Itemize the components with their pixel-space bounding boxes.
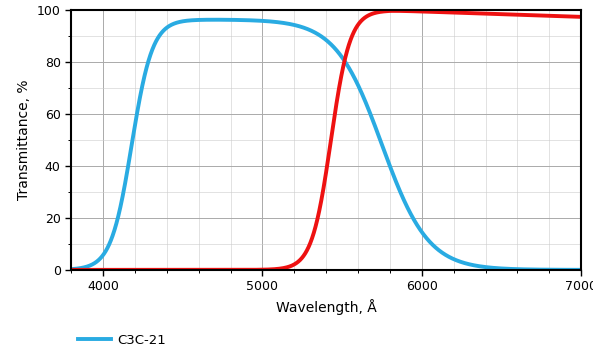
ЖС-18 bbox=[266, 267, 273, 272]
С3С-21 bbox=[211, 18, 218, 22]
С3С-21 bbox=[266, 19, 273, 24]
ЖС-18 bbox=[391, 9, 398, 13]
ЖС-18 bbox=[68, 268, 75, 272]
С3С-21 bbox=[576, 268, 583, 272]
Line: С3С-21: С3С-21 bbox=[71, 20, 589, 270]
С3С-21 bbox=[519, 267, 527, 271]
Y-axis label: Transmittance, %: Transmittance, % bbox=[17, 80, 31, 200]
ЖС-18 bbox=[585, 15, 592, 19]
ЖС-18 bbox=[157, 268, 164, 272]
X-axis label: Wavelength, Å: Wavelength, Å bbox=[276, 299, 377, 315]
С3С-21 bbox=[157, 31, 164, 36]
ЖС-18 bbox=[519, 13, 527, 17]
Legend: С3С-21, ЖС-18: С3С-21, ЖС-18 bbox=[78, 334, 166, 346]
С3С-21 bbox=[127, 152, 134, 156]
С3С-21 bbox=[289, 22, 296, 27]
Line: ЖС-18: ЖС-18 bbox=[71, 11, 589, 270]
С3С-21 bbox=[68, 267, 75, 271]
ЖС-18 bbox=[127, 268, 134, 272]
С3С-21 bbox=[585, 268, 592, 272]
ЖС-18 bbox=[289, 263, 296, 267]
ЖС-18 bbox=[576, 15, 583, 19]
